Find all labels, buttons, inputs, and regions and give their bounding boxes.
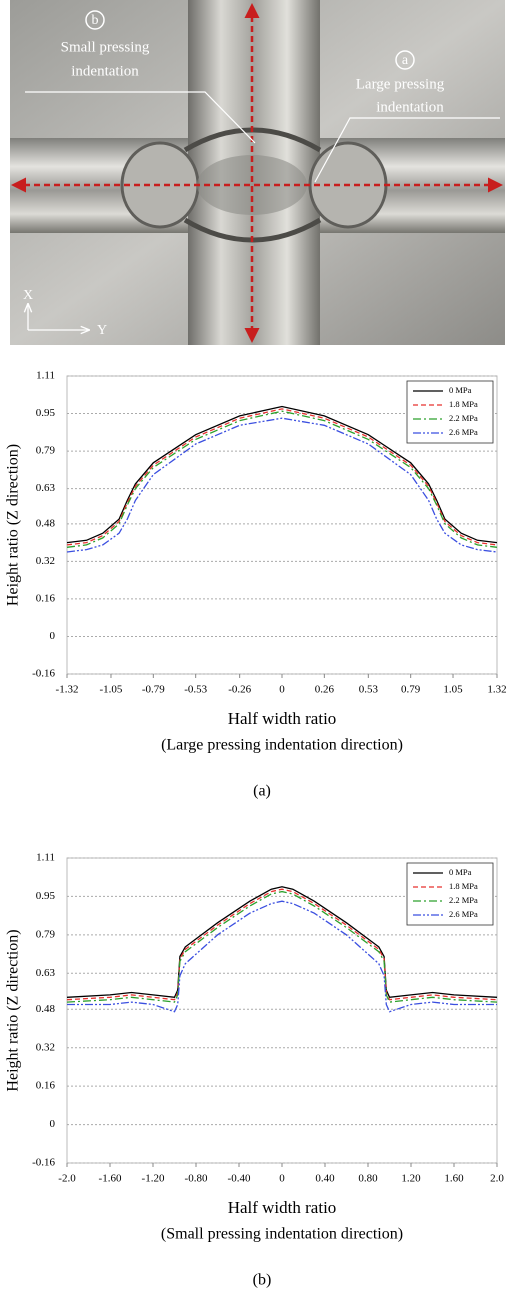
leader-line [25, 91, 256, 144]
series-line [66, 410, 498, 548]
x-tick-label: 0.26 [315, 684, 335, 696]
legend-label: 2.6 MPa [449, 909, 478, 919]
y-tick-label: 0.63 [36, 482, 56, 494]
axis-name: X [23, 288, 33, 303]
legend-label: 2.2 MPa [449, 413, 478, 423]
leader-line [314, 117, 500, 183]
y-tick-label: 0 [50, 630, 56, 642]
legend-label: 1.8 MPa [449, 881, 478, 891]
marker-circle [395, 50, 415, 70]
x-tick-label: 0 [279, 684, 285, 696]
x-tick-label: -0.79 [142, 684, 165, 696]
annotation: Small pressing [61, 39, 150, 55]
y-tick-label: 0 [50, 1118, 56, 1130]
x-tick-label: -2.0 [58, 1173, 76, 1185]
x-tick-label: 0.79 [401, 684, 421, 696]
photo: b Small pressing indentation a Large pre… [10, 0, 505, 345]
marker: b [92, 13, 99, 28]
annotation: indentation [71, 63, 139, 79]
y-tick-label: 0.16 [36, 1080, 56, 1092]
y-tick-label: 0.48 [36, 517, 56, 529]
x-tick-label: -0.40 [228, 1173, 251, 1185]
y-tick-label: 0.16 [36, 592, 56, 604]
y-tick-label: 0.79 [36, 445, 56, 457]
x-tick-label: 1.05 [443, 684, 463, 696]
x-axis-note: (Large pressing indentation direction) [161, 737, 403, 754]
y-tick-label: 1.11 [36, 370, 55, 382]
marker-circle [85, 10, 105, 30]
x-tick-label: -1.32 [56, 684, 79, 696]
series-line [66, 417, 498, 553]
legend-label: 2.2 MPa [449, 895, 478, 905]
x-axis-note: (Small pressing indentation direction) [161, 1226, 403, 1243]
series-line [66, 888, 498, 1001]
series-line [67, 900, 497, 1013]
y-tick-label: -0.16 [32, 668, 55, 680]
y-tick-label: 0.79 [36, 928, 56, 940]
series-line [66, 886, 498, 998]
x-tick-label: -0.80 [185, 1173, 208, 1185]
y-tick-label: 0.63 [36, 967, 56, 979]
series-line [66, 408, 498, 546]
x-tick-label: -0.53 [184, 684, 207, 696]
series-line [66, 405, 498, 544]
x-tick-label: -0.26 [228, 684, 251, 696]
caption: (b) [253, 1272, 272, 1289]
y-tick-label: 0.95 [36, 890, 56, 902]
y-tick-label: 0.48 [36, 1003, 56, 1015]
x-axis-label: Half width ratio [228, 709, 337, 728]
x-tick-label: 0.53 [359, 684, 379, 696]
x-axis-label: Half width ratio [228, 1198, 337, 1217]
legend-label: 1.8 MPa [449, 399, 478, 409]
y-tick-label: 0.32 [36, 1041, 55, 1053]
y-tick-label: -0.16 [32, 1157, 55, 1169]
marker: a [402, 53, 409, 68]
y-tick-label: 0.95 [36, 407, 56, 419]
annotation: indentation [376, 99, 444, 115]
x-tick-label: -1.20 [142, 1173, 165, 1185]
x-tick-label: 2.0 [490, 1173, 504, 1185]
legend-label: 0 MPa [449, 867, 472, 877]
x-tick-label: 0.80 [358, 1173, 378, 1185]
y-tick-label: 1.11 [36, 852, 55, 864]
chart: -0.16 0 0.16 0.32 0.48 0.63 0.79 0.95 1.11 -2.0 -1… [5, 852, 505, 1289]
y-axis-label: Height ratio (Z direction) [5, 444, 22, 606]
y-axis-label: Height ratio (Z direction) [5, 929, 22, 1091]
legend-label: 0 MPa [449, 385, 472, 395]
caption: (a) [253, 783, 271, 800]
x-tick-label: 0.40 [315, 1173, 335, 1185]
x-tick-label: 0 [279, 1173, 285, 1185]
x-tick-label: 1.60 [444, 1173, 464, 1185]
x-tick-label: -1.60 [99, 1173, 122, 1185]
axis-name: Y [97, 323, 107, 338]
series-line [66, 890, 498, 1003]
legend-label: 2.6 MPa [449, 427, 478, 437]
x-tick-label: 1.32 [487, 684, 506, 696]
x-tick-label: -1.05 [100, 684, 123, 696]
x-tick-label: 1.20 [401, 1173, 421, 1185]
chart: -0.16 0 0.16 0.32 0.48 0.63 0.79 0.95 1.11 -1.32 -… [5, 370, 507, 800]
y-tick-label: 0.32 [36, 555, 55, 567]
annotation: Large pressing [356, 76, 445, 92]
